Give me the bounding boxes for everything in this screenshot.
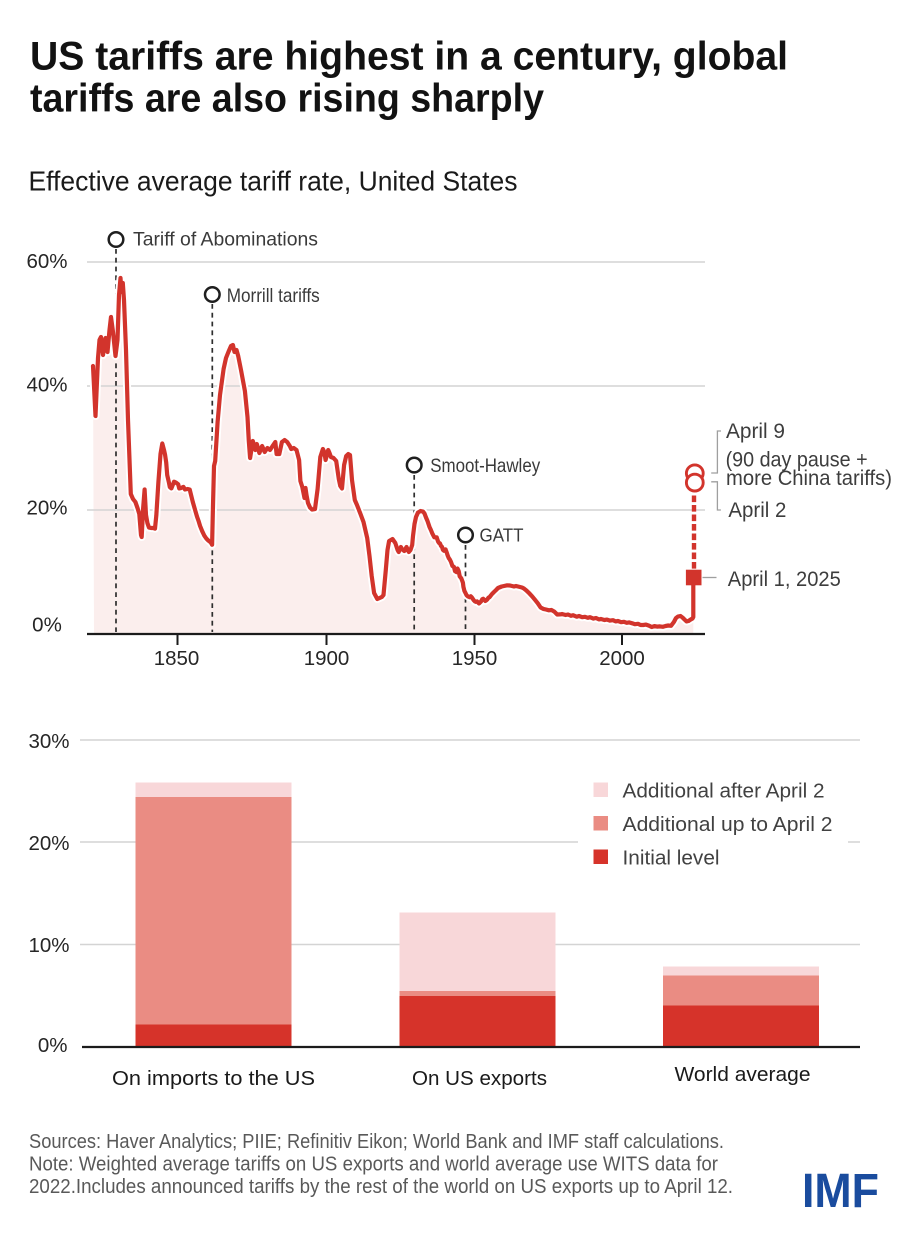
svg-text:1850: 1850 xyxy=(154,647,200,670)
svg-text:Smoot-Hawley: Smoot-Hawley xyxy=(430,455,540,477)
svg-text:On US exports: On US exports xyxy=(412,1067,547,1090)
svg-text:IMF: IMF xyxy=(802,1165,879,1218)
svg-text:Tariff of Abominations: Tariff of Abominations xyxy=(133,229,318,251)
svg-text:1900: 1900 xyxy=(304,647,350,670)
svg-text:60%: 60% xyxy=(26,250,67,273)
svg-text:1950: 1950 xyxy=(452,647,498,670)
svg-text:April 2: April 2 xyxy=(728,499,786,522)
svg-text:Additional up to April 2: Additional up to April 2 xyxy=(623,814,833,836)
svg-text:Initial level: Initial level xyxy=(623,848,720,870)
svg-text:Note: Weighted average tariffs: Note: Weighted average tariffs on US exp… xyxy=(29,1154,718,1176)
svg-text:0%: 0% xyxy=(38,1034,68,1057)
svg-text:10%: 10% xyxy=(28,934,69,957)
svg-text:Morrill tariffs: Morrill tariffs xyxy=(227,285,320,307)
svg-text:US tariffs are highest in a ce: US tariffs are highest in a century, glo… xyxy=(30,35,788,79)
svg-text:30%: 30% xyxy=(28,730,69,753)
svg-text:World average: World average xyxy=(675,1063,811,1086)
svg-text:GATT: GATT xyxy=(480,525,524,546)
svg-text:(90 day pause +: (90 day pause + xyxy=(726,449,868,472)
svg-text:On imports to the US: On imports to the US xyxy=(112,1067,315,1090)
svg-text:more China tariffs): more China tariffs) xyxy=(726,467,892,490)
svg-text:Sources: Haver Analytics; PIIE: Sources: Haver Analytics; PIIE; Refiniti… xyxy=(29,1131,724,1153)
svg-text:April 9: April 9 xyxy=(726,420,785,443)
svg-text:20%: 20% xyxy=(28,832,69,855)
svg-text:Effective average tariff rate,: Effective average tariff rate, United St… xyxy=(29,166,518,197)
svg-text:Additional after April 2: Additional after April 2 xyxy=(623,781,825,803)
svg-text:April 1, 2025: April 1, 2025 xyxy=(728,568,841,591)
svg-text:tariffs are also rising sharpl: tariffs are also rising sharply xyxy=(30,77,545,121)
svg-text:2022.Includes announced tariff: 2022.Includes announced tariffs by the r… xyxy=(29,1176,733,1198)
svg-text:0%: 0% xyxy=(32,614,62,637)
svg-text:2000: 2000 xyxy=(599,647,645,670)
svg-text:40%: 40% xyxy=(26,373,67,396)
svg-text:20%: 20% xyxy=(26,497,67,520)
